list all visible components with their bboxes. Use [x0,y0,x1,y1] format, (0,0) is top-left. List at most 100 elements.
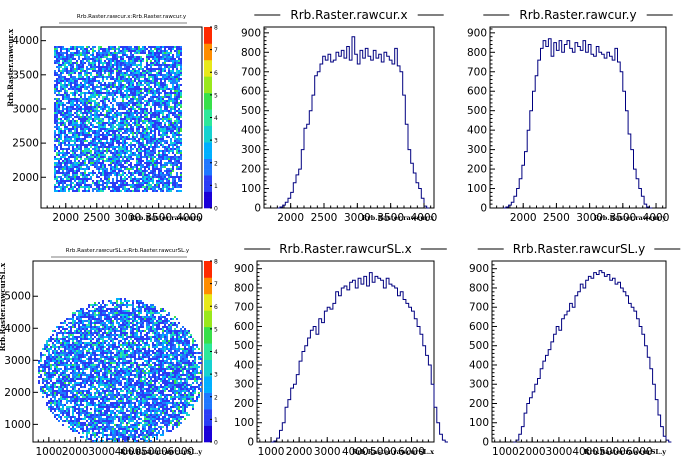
density-cell [170,158,172,160]
palette-bin [204,65,212,72]
density-cell [58,58,60,60]
density-cell [66,126,68,128]
density-cell [58,46,60,48]
density-cell [78,154,80,156]
density-cell [144,120,146,122]
density-cell [160,82,162,84]
density-cell [92,328,94,330]
density-cell [146,162,148,164]
density-cell [68,142,70,144]
density-cell [92,106,94,108]
density-cell [78,310,80,312]
density-cell [166,108,168,110]
z-tick-label: 8 [214,25,218,32]
density-cell [76,190,78,192]
density-cell [140,124,142,126]
density-cell [120,184,122,186]
density-cell [150,138,152,140]
density-cell [40,386,42,388]
density-cell [152,114,154,116]
density-cell [80,382,82,384]
density-cell [112,138,114,140]
density-cell [86,118,88,120]
density-cell [84,378,86,380]
density-cell [52,394,54,396]
density-cell [176,166,178,168]
density-cell [106,78,108,80]
density-cell [70,58,72,60]
density-cell [146,116,148,118]
density-cell [152,50,154,52]
density-cell [84,88,86,90]
density-cell [74,394,76,396]
density-cell [58,408,60,410]
density-cell [176,150,178,152]
density-cell [120,166,122,168]
density-cell [66,374,68,376]
density-cell [62,188,64,190]
density-cell [110,156,112,158]
density-cell [70,380,72,382]
density-cell [64,420,66,422]
density-cell [80,378,82,380]
density-cell [72,334,74,336]
density-cell [100,122,102,124]
density-cell [58,170,60,172]
density-cell [164,178,166,180]
density-cell [180,156,182,158]
density-cell [138,80,140,82]
density-cell [158,180,160,182]
density-cell [178,160,180,162]
density-cell [180,158,182,160]
density-cell [98,116,100,118]
density-cell [134,80,136,82]
density-cell [118,168,120,170]
density-cell [134,64,136,66]
density-cell [92,386,94,388]
density-cell [172,64,174,66]
density-cell [92,86,94,88]
density-cell [68,100,70,102]
density-cell [86,154,88,156]
density-cell [90,334,92,336]
density-cell [84,100,86,102]
density-cell [138,116,140,118]
density-cell [168,114,170,116]
y-tick-label: 600 [467,86,487,98]
z-tick-label: 5 [214,92,218,99]
density-cell [60,380,62,382]
density-cell [180,180,182,182]
density-cell [102,108,104,110]
density-cell [158,102,160,104]
density-cell [80,186,82,188]
density-cell [150,178,152,180]
density-cell [82,350,84,352]
density-cell [86,56,88,58]
density-cell [74,158,76,160]
density-cell [112,182,114,184]
density-cell [66,96,68,98]
density-cell [178,150,180,152]
density-cell [80,82,82,84]
density-cell [124,114,126,116]
density-cell [102,114,104,116]
density-cell [88,86,90,88]
density-cell [84,148,86,150]
density-cell [114,172,116,174]
density-cell [172,180,174,182]
density-cell [152,160,154,162]
density-cell [140,118,142,120]
density-cell [124,118,126,120]
density-cell [62,86,64,88]
density-cell [80,350,82,352]
density-cell [176,90,178,92]
density-cell [174,96,176,98]
density-cell [162,112,164,114]
density-cell [130,180,132,182]
density-cell [178,176,180,178]
density-cell [102,162,104,164]
density-cell [128,60,130,62]
density-cell [78,364,80,366]
density-cell [90,82,92,84]
density-cell [138,82,140,84]
